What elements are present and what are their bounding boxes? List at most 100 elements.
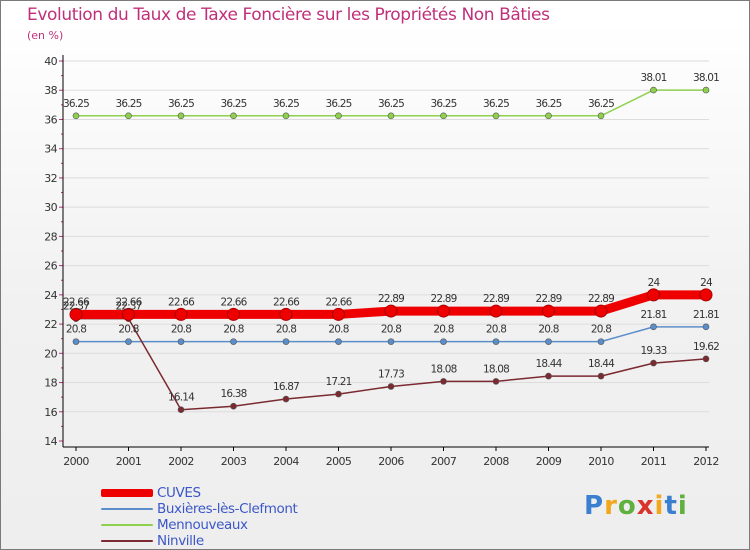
logo-letter: i [677, 491, 688, 521]
series-point [332, 307, 345, 321]
data-label: 36.25 [220, 98, 246, 110]
legend-item-buxieres[interactable]: Buxières-lès-Clefmont [101, 501, 298, 517]
x-tick-label: 2009 [536, 455, 562, 468]
legend: CUVES Buxières-lès-Clefmont Mennouveaux … [101, 485, 298, 549]
series-point [699, 288, 713, 302]
logo-letter: x [636, 491, 655, 521]
series-point [177, 338, 185, 345]
data-label: 36.25 [168, 98, 194, 110]
series-point [335, 112, 342, 120]
data-label: 24 [648, 277, 661, 289]
data-label: 22.37 [115, 301, 141, 313]
series-point [384, 304, 398, 318]
data-label: 20.8 [486, 324, 506, 336]
series-point [122, 307, 135, 321]
data-label: 21.81 [693, 309, 719, 321]
series-point [230, 338, 237, 345]
series-point [545, 112, 552, 120]
series-point [597, 338, 605, 345]
data-label: 20.8 [328, 324, 348, 336]
data-label: 18.44 [588, 358, 615, 370]
series-point [545, 372, 552, 380]
y-tick-label: 38 [44, 84, 57, 97]
logo-letter: P [584, 491, 605, 521]
data-label: 22.89 [535, 293, 561, 305]
y-tick-label: 20 [44, 347, 57, 360]
series-lines [69, 86, 713, 414]
series-point [647, 288, 660, 302]
data-label: 20.8 [171, 324, 191, 336]
series-point [174, 307, 188, 321]
data-label: 21.81 [640, 309, 666, 321]
y-tick-label: 14 [44, 435, 57, 448]
series-point [387, 338, 395, 345]
x-tick-label: 2003 [221, 455, 247, 468]
x-tick-label: 2004 [273, 455, 299, 468]
data-label: 36.25 [63, 98, 89, 110]
series-point [702, 323, 710, 331]
logo-letter: t [664, 491, 678, 521]
data-label: 38.01 [640, 72, 666, 84]
series-point [440, 112, 447, 120]
unit-label: (en %) [27, 29, 64, 42]
data-label: 20.8 [591, 324, 611, 336]
series-data-labels: 36.25 36.25 36.25 36.25 36.25 36.25 36.25 36.25… [63, 72, 720, 404]
legend-swatch [101, 540, 153, 542]
data-label: 20.8 [66, 324, 86, 336]
data-label: 19.62 [693, 341, 719, 353]
data-label: 18.08 [483, 363, 509, 375]
data-label: 22.66 [325, 296, 352, 308]
series-point [177, 112, 185, 120]
legend-item-ninville[interactable]: Ninville [101, 533, 297, 549]
series-point [597, 112, 605, 120]
series-point [282, 395, 290, 403]
series-point [545, 338, 552, 345]
series-point [227, 307, 240, 321]
data-label: 36.25 [325, 98, 351, 110]
legend-swatch [101, 524, 153, 526]
data-label: 36.25 [273, 98, 299, 110]
series-point [387, 112, 395, 120]
series-point [387, 383, 395, 390]
series-point [335, 390, 342, 398]
legend-label: Mennouveaux [157, 517, 248, 533]
chart-axes: 14 16 18 20 22 24 26 28 30 32 34 36 38 40 2000 2001 2002… [44, 55, 719, 468]
data-label: 36.25 [588, 98, 614, 110]
y-tick-label: 28 [44, 230, 57, 243]
series-point [492, 378, 500, 385]
series-point [177, 406, 185, 414]
data-label: 20.8 [538, 324, 558, 336]
series-point [440, 338, 447, 345]
y-tick-label: 32 [44, 172, 57, 185]
series-point [335, 338, 342, 345]
series-point [594, 304, 608, 318]
y-tick-label: 36 [44, 113, 57, 126]
series-point [282, 338, 290, 345]
data-label: 16.14 [168, 392, 195, 404]
y-tick-label: 40 [44, 55, 57, 68]
data-label: 18.08 [430, 363, 456, 375]
series-point [597, 372, 605, 380]
x-tick-label: 2012 [693, 455, 719, 468]
data-label: 22.66 [115, 296, 142, 308]
data-label: 22.89 [483, 293, 509, 305]
data-label: 36.25 [115, 98, 141, 110]
data-label: 16.38 [220, 388, 246, 400]
proxiti-logo: Proxiti [584, 491, 688, 521]
data-label: 22.66 [63, 296, 90, 308]
y-tick-label: 34 [44, 143, 57, 156]
series-point [492, 112, 500, 120]
legend-label: Buxières-lès-Clefmont [157, 501, 298, 517]
series-point [650, 359, 657, 367]
x-tick-label: 2010 [588, 455, 614, 468]
data-label: 22.66 [168, 296, 195, 308]
legend-item-mennouveaux[interactable]: Mennouveaux [101, 517, 297, 533]
legend-item-cuves[interactable]: CUVES [101, 485, 297, 501]
logo-letter: r [604, 491, 618, 521]
data-label: 20.8 [118, 324, 138, 336]
series-point [702, 86, 710, 94]
series-point [489, 304, 503, 318]
series-point [542, 304, 555, 318]
data-label: 36.25 [430, 98, 456, 110]
series-point [72, 112, 80, 120]
